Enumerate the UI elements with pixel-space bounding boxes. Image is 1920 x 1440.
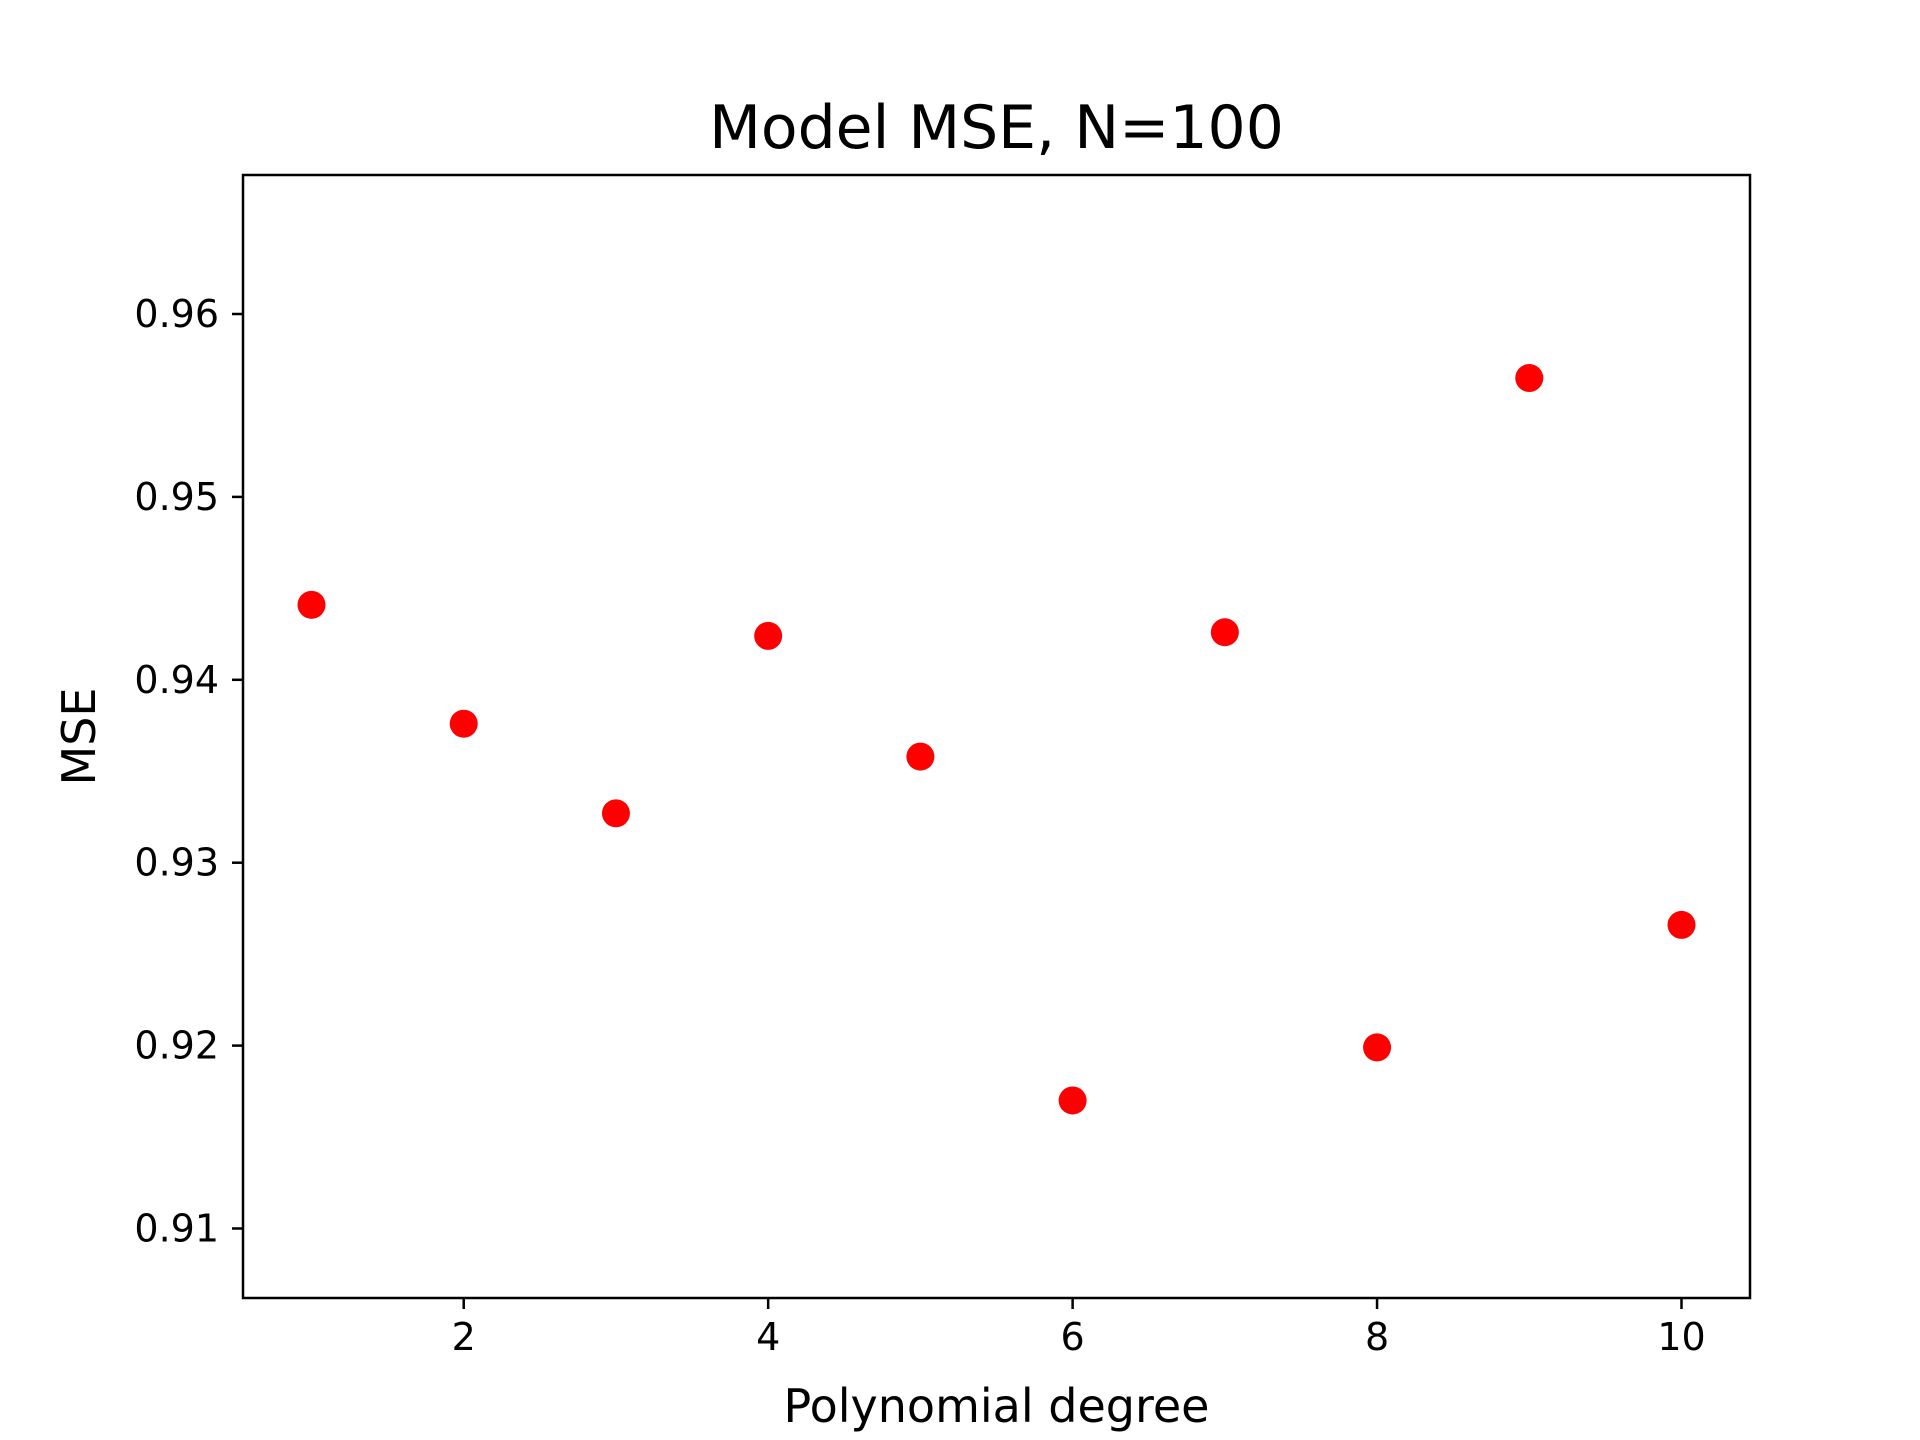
x-tick-label: 4 xyxy=(756,1315,780,1359)
data-point xyxy=(1667,910,1696,939)
ticks-layer: 2 4 6 8 10 0.91 0.92 0.93 0.94 0.95 0.96 xyxy=(134,292,1705,1359)
y-axis-label: MSE xyxy=(52,688,106,786)
data-point xyxy=(754,621,783,650)
x-tick-label: 8 xyxy=(1365,1315,1389,1359)
data-point xyxy=(1210,618,1239,647)
x-tick-label: 10 xyxy=(1657,1315,1705,1359)
y-tick-label: 0.95 xyxy=(134,475,219,519)
data-point xyxy=(1515,364,1544,393)
y-tick-label: 0.93 xyxy=(134,841,219,885)
y-tick-label: 0.92 xyxy=(134,1024,219,1068)
data-point xyxy=(906,742,935,771)
y-tick-label: 0.91 xyxy=(134,1206,219,1250)
y-tick-label: 0.94 xyxy=(134,658,219,702)
x-axis-label: Polynomial degree xyxy=(784,1379,1210,1433)
x-tick-label: 2 xyxy=(452,1315,476,1359)
data-point xyxy=(449,709,478,738)
data-point xyxy=(297,590,326,619)
x-tick-label: 6 xyxy=(1061,1315,1085,1359)
data-point xyxy=(601,799,630,828)
data-point xyxy=(1058,1086,1087,1115)
axes-frame xyxy=(241,173,1752,1300)
chart-title: Model MSE, N=100 xyxy=(709,93,1284,163)
y-tick-label: 0.96 xyxy=(134,292,219,336)
points-layer xyxy=(297,364,1696,1115)
data-point xyxy=(1363,1033,1392,1062)
